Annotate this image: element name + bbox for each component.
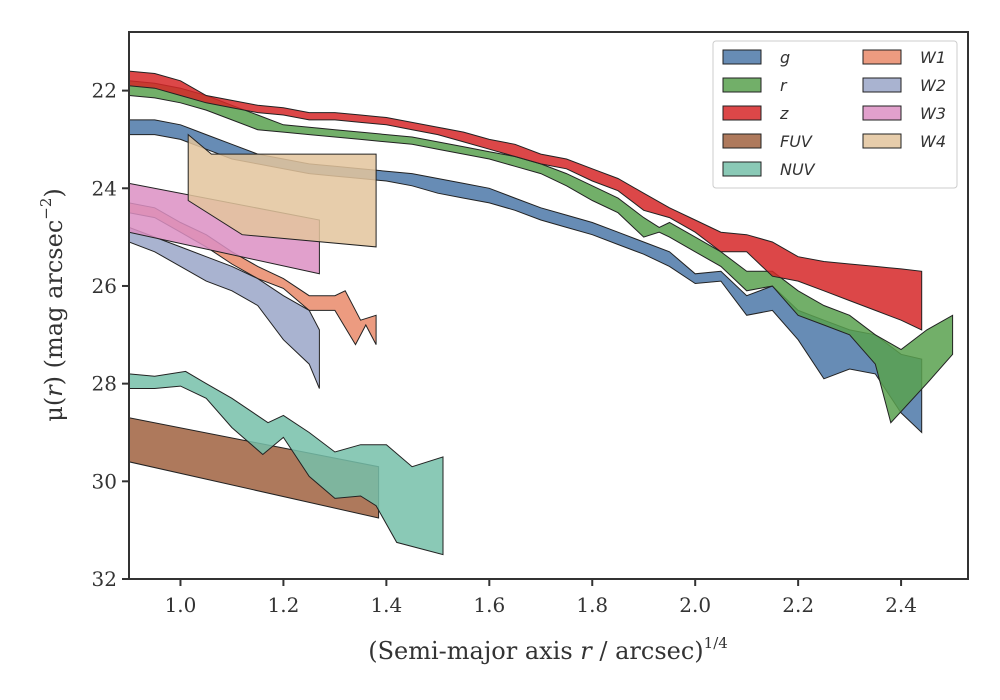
series-band-g	[129, 119, 923, 434]
legend-swatch-w1	[862, 49, 902, 65]
legend-items: grz FUV NUV W1 W2 W3 W4	[722, 48, 946, 179]
legend: grz FUV NUV W1 W2 W3 W4	[712, 40, 958, 189]
y-tick-label: 32	[92, 567, 117, 591]
legend-label-g: g	[780, 48, 790, 67]
legend-swatch-nuv	[722, 161, 762, 177]
x-tick-label: 1.4	[370, 593, 402, 617]
legend-label-w4: W4	[920, 132, 946, 151]
x-tick-label: 2.0	[679, 593, 711, 617]
legend-label-w3: W3	[920, 104, 946, 123]
y-axis: 22 24 26 28 30 32	[92, 79, 129, 591]
x-axis: 1.0 1.2 1.4 1.6 1.8 2.0 2.2 2.4	[165, 579, 917, 617]
plot-frame	[128, 31, 969, 580]
x-axis-label: (Semi-major axis r / arcsec)1/4	[368, 634, 728, 665]
y-tick-label: 28	[92, 372, 117, 396]
x-tick-label: 1.2	[268, 593, 300, 617]
legend-swatch-w4	[862, 133, 902, 149]
y-tick-label: 26	[92, 274, 117, 298]
legend-label-nuv: NUV	[780, 160, 816, 179]
y-tick-label: 30	[92, 469, 117, 493]
x-tick-label: 1.0	[165, 593, 197, 617]
series-band-r	[129, 80, 954, 424]
legend-label-z: z	[779, 104, 789, 123]
legend-swatch-w3	[862, 105, 902, 121]
x-tick-label: 1.6	[473, 593, 505, 617]
x-tick-label: 2.2	[782, 593, 814, 617]
series-band-w4	[187, 133, 377, 248]
legend-label-w1: W1	[920, 48, 946, 67]
legend-swatch-r	[722, 77, 762, 93]
legend-label-fuv: FUV	[780, 132, 813, 151]
legend-swatch-w2	[862, 77, 902, 93]
y-tick-label: 22	[92, 79, 117, 103]
y-axis-label: μ(r) (mag arcsec−2)	[37, 188, 68, 422]
legend-swatch-g	[722, 49, 762, 65]
legend-swatch-fuv	[722, 133, 762, 149]
series-band-nuv	[129, 370, 444, 556]
x-tick-label: 2.4	[885, 593, 917, 617]
y-tick-label: 24	[92, 176, 117, 200]
legend-label-w2: W2	[920, 76, 946, 95]
series-band-w2	[129, 226, 320, 389]
x-tick-label: 1.8	[576, 593, 608, 617]
series-band-z	[129, 70, 923, 331]
series-layer	[129, 70, 954, 556]
legend-label-r: r	[780, 76, 788, 95]
legend-swatch-z	[722, 105, 762, 121]
